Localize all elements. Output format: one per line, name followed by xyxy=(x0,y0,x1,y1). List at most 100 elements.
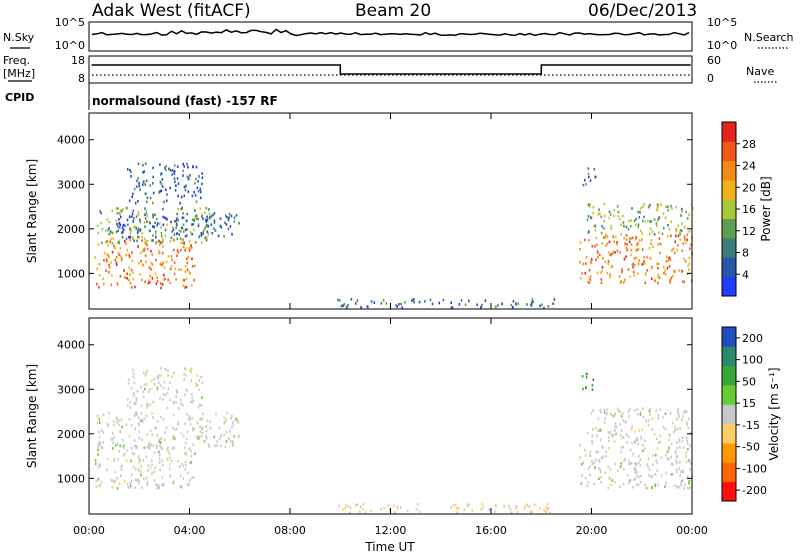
echo-point xyxy=(122,230,124,234)
echo-point xyxy=(197,406,200,409)
echo-point xyxy=(634,462,637,466)
echo-point xyxy=(189,423,192,426)
echo-point xyxy=(581,473,583,477)
echo-point xyxy=(631,207,633,210)
echo-point xyxy=(196,186,199,190)
echo-point xyxy=(455,503,457,507)
echo-point xyxy=(158,239,160,243)
echo-point xyxy=(615,242,618,246)
echo-point xyxy=(157,484,159,487)
echo-point xyxy=(167,446,169,450)
echo-point xyxy=(137,213,140,217)
echo-point xyxy=(231,414,233,418)
echo-point xyxy=(187,177,190,181)
echo-point xyxy=(675,449,677,453)
echo-point xyxy=(600,271,602,274)
echo-point xyxy=(97,445,99,449)
echo-point xyxy=(198,234,201,238)
echo-point xyxy=(159,468,161,472)
echo-point xyxy=(679,232,681,236)
echo-point xyxy=(234,418,237,422)
echo-point xyxy=(143,417,146,420)
echo-point xyxy=(481,502,484,506)
echo-point xyxy=(676,461,678,465)
echo-point xyxy=(628,414,630,418)
echo-point xyxy=(631,264,634,268)
echo-point xyxy=(137,422,140,425)
echo-point xyxy=(206,224,208,227)
echo-point xyxy=(629,237,631,240)
echo-point xyxy=(128,378,130,381)
echo-point xyxy=(528,505,531,509)
echo-point xyxy=(654,484,657,487)
nave-right-top-tick: 60 xyxy=(707,54,721,67)
echo-point xyxy=(644,483,646,487)
echo-point xyxy=(188,249,191,252)
echo-point xyxy=(600,231,603,235)
echo-point xyxy=(667,448,670,451)
echo-point xyxy=(587,481,589,484)
echo-point xyxy=(651,428,653,431)
echo-point xyxy=(173,164,176,167)
echo-point xyxy=(139,419,142,423)
echo-point xyxy=(669,279,672,282)
echo-point xyxy=(132,271,134,274)
echo-point xyxy=(146,196,149,200)
echo-point xyxy=(137,211,140,214)
echo-point xyxy=(688,230,691,233)
echo-point xyxy=(138,468,140,471)
echo-point xyxy=(132,277,134,281)
echo-point xyxy=(151,463,153,467)
echo-point xyxy=(450,506,452,509)
echo-point xyxy=(665,260,668,263)
echo-point xyxy=(622,436,625,439)
echo-point xyxy=(134,285,136,289)
echo-point xyxy=(193,278,195,282)
echo-point xyxy=(622,221,625,224)
echo-point xyxy=(138,461,140,464)
echo-point xyxy=(112,447,114,450)
echo-point xyxy=(657,413,659,417)
echo-point xyxy=(111,250,114,254)
echo-point xyxy=(184,249,186,252)
echo-point xyxy=(644,262,646,265)
echo-point xyxy=(125,237,128,241)
echo-point xyxy=(140,470,142,473)
echo-point xyxy=(183,165,185,168)
echo-point xyxy=(670,442,673,446)
echo-point xyxy=(592,409,594,412)
echo-point xyxy=(108,256,110,259)
echo-point xyxy=(347,505,349,508)
echo-point xyxy=(134,467,137,471)
echo-point xyxy=(228,212,231,216)
echo-point xyxy=(127,223,129,227)
echo-point xyxy=(546,507,549,511)
echo-point xyxy=(140,473,142,477)
colorbar-cell xyxy=(722,180,736,200)
echo-point xyxy=(680,470,682,474)
echo-point xyxy=(596,271,599,275)
echo-point xyxy=(670,249,673,252)
echo-point xyxy=(658,216,661,219)
echo-point xyxy=(160,415,162,419)
echo-point xyxy=(209,420,212,424)
echo-point xyxy=(184,464,187,467)
echo-point xyxy=(173,272,176,276)
echo-point xyxy=(183,378,186,381)
echo-point xyxy=(100,211,102,215)
echo-point xyxy=(173,261,176,264)
echo-point xyxy=(137,228,139,232)
echo-point xyxy=(231,421,234,424)
station-title: Adak West (fitACF) xyxy=(92,1,251,21)
echo-point xyxy=(588,268,591,272)
echo-point xyxy=(159,163,161,166)
echo-point xyxy=(190,246,193,249)
echo-point xyxy=(582,262,584,266)
echo-point xyxy=(111,242,114,245)
echo-point xyxy=(142,390,145,394)
echo-point xyxy=(102,277,104,281)
echo-point xyxy=(115,230,118,234)
echo-point xyxy=(132,372,135,376)
echo-point xyxy=(608,240,611,244)
echo-point xyxy=(664,273,667,276)
